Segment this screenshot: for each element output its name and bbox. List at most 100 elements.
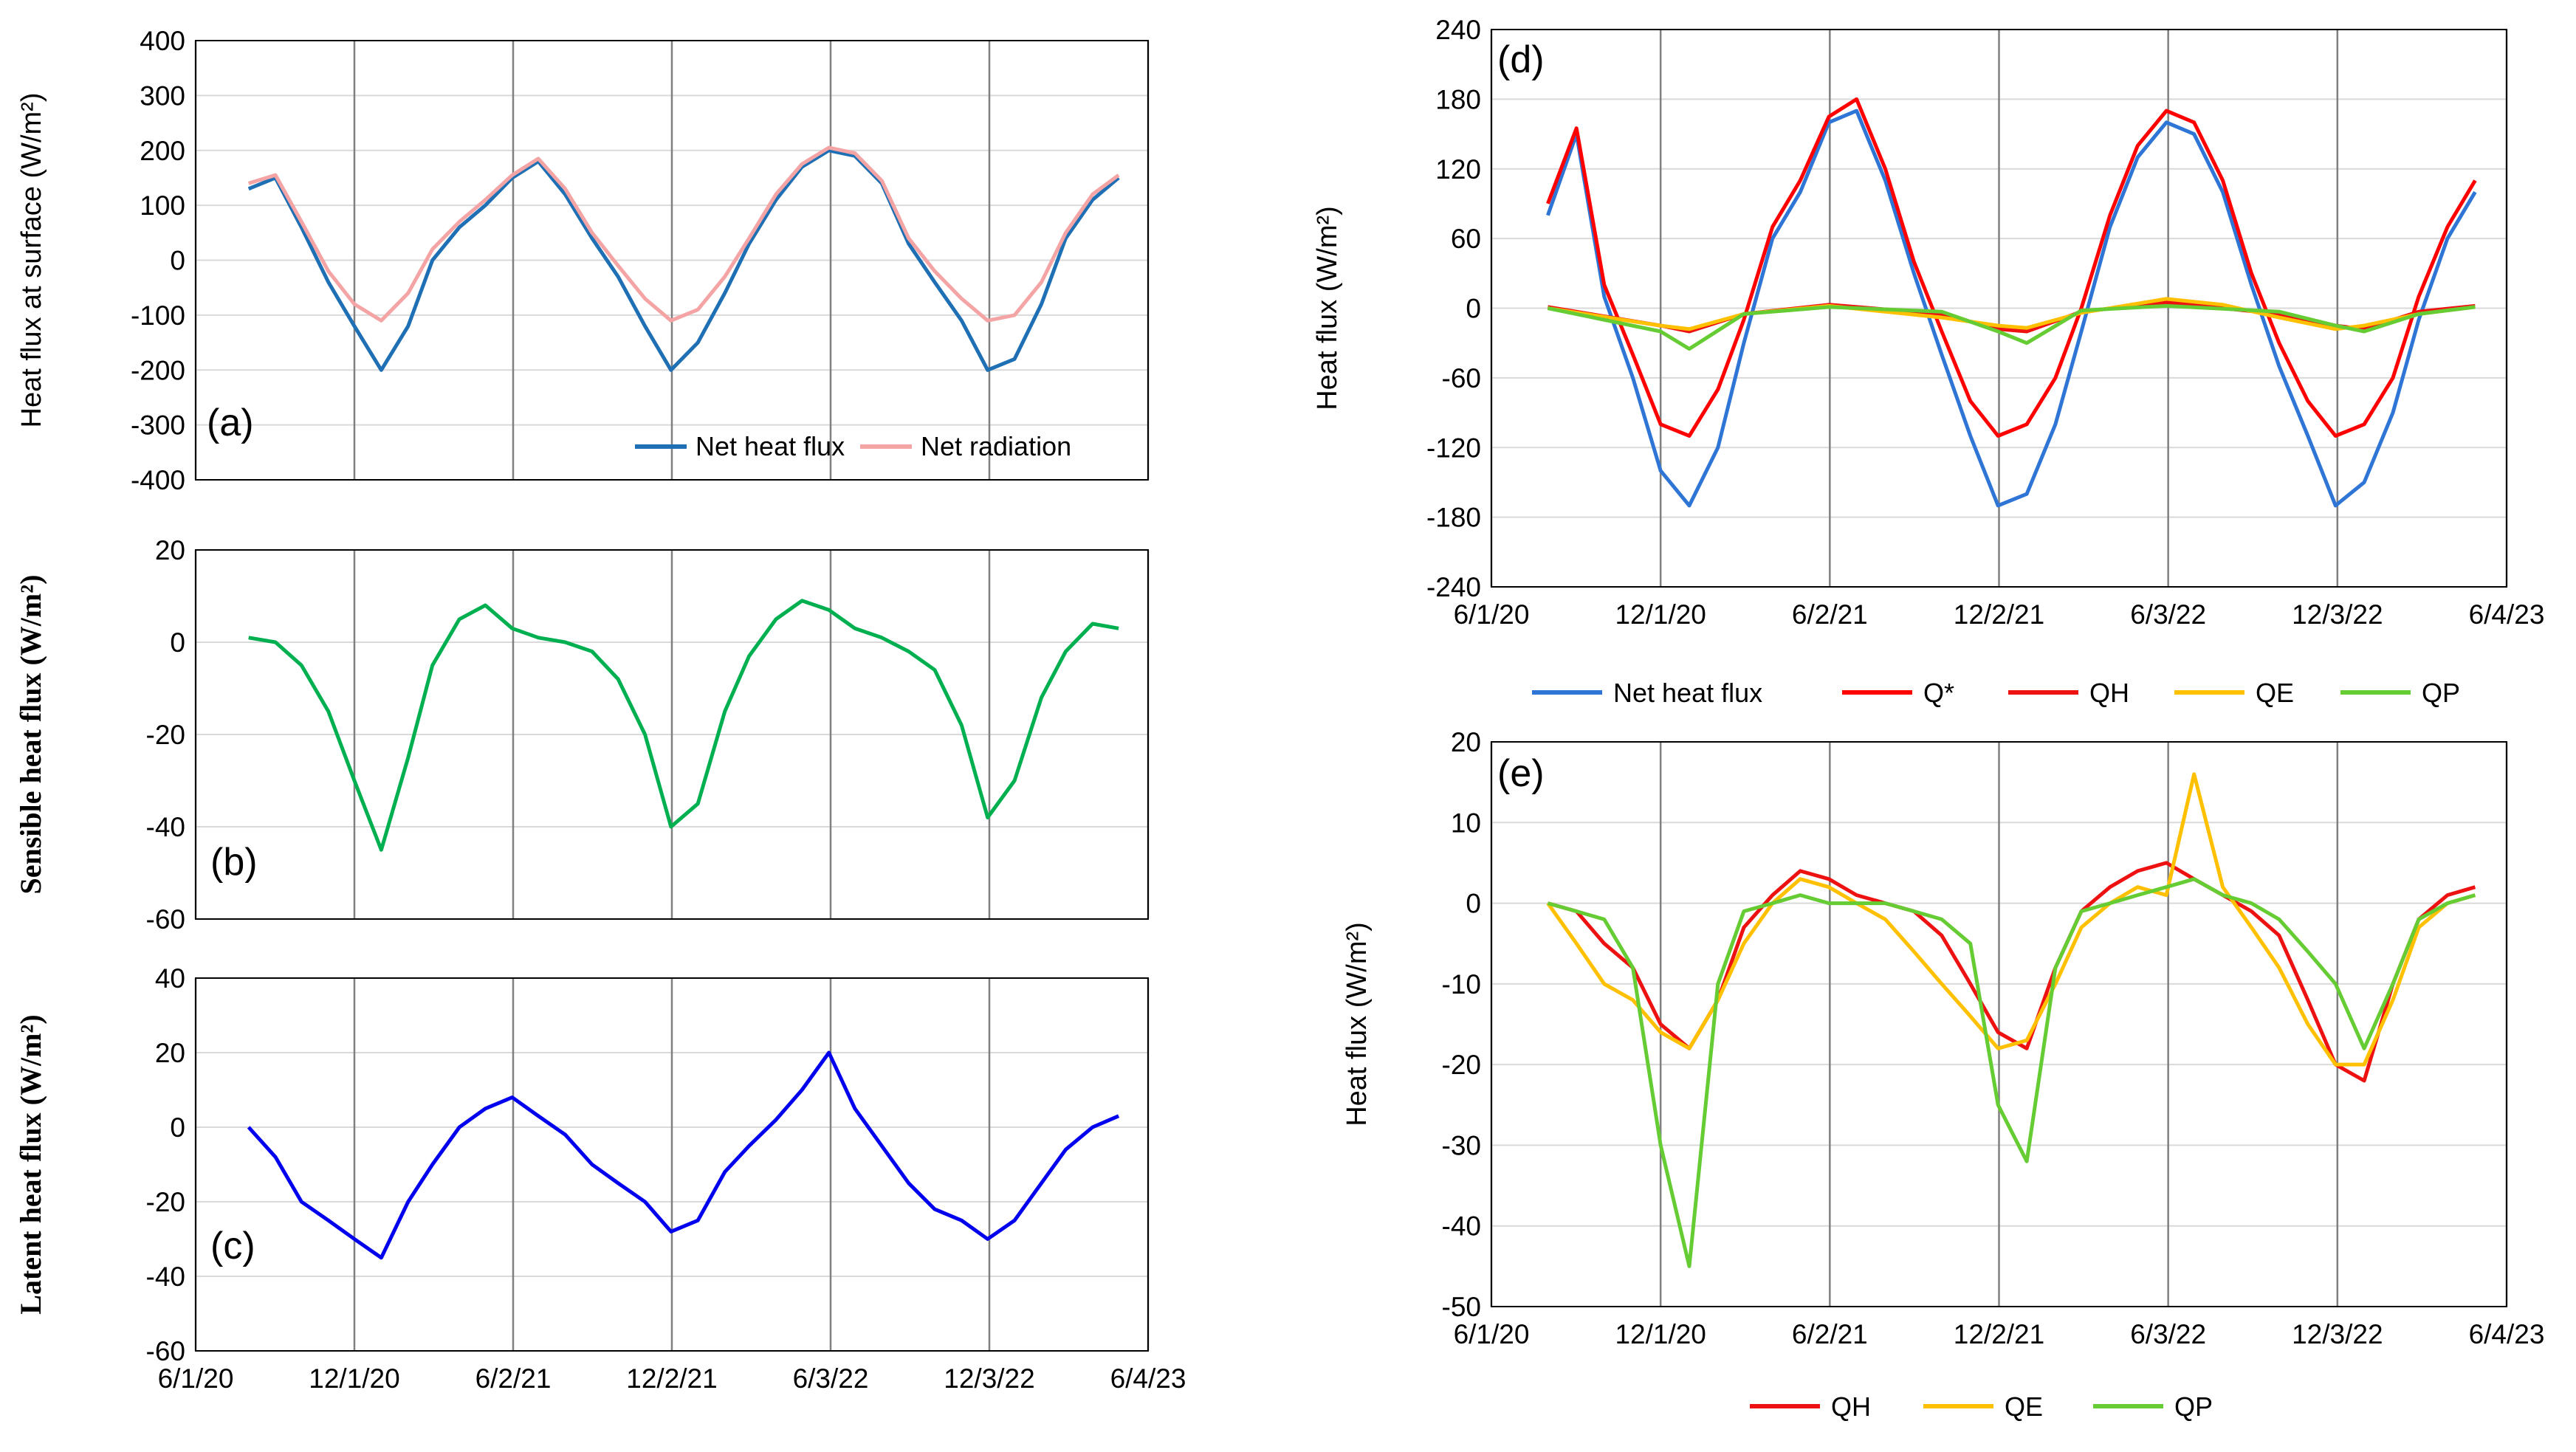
panel-e: 20 10 0 -10 -20 -30 -40 -506/1/20 12/1/20 6/2/21 1… (1342, 727, 2544, 1349)
x-tick-label: 6/1/20 (1454, 599, 1530, 630)
y-tick-label: 0 (170, 246, 185, 276)
y-tick-label: 40 (155, 963, 185, 994)
y-tick-label: -180 (1426, 503, 1481, 533)
y-tick-label: -50 (1442, 1292, 1481, 1322)
legend-label: QH (2089, 678, 2129, 708)
y-tick-label: -20 (146, 1187, 185, 1217)
x-tick-label: 12/2/21 (626, 1363, 717, 1394)
x-tick-label: 12/1/20 (1615, 599, 1706, 630)
x-tick-label: 12/1/20 (1615, 1319, 1706, 1349)
series-line-sensible-heat-flux (248, 599, 1119, 852)
panel-label: (d) (1497, 38, 1545, 81)
y-tick-label: -40 (146, 1262, 185, 1292)
y-tick-label: -60 (146, 904, 185, 935)
x-tick-label: 6/4/23 (2469, 1319, 2545, 1349)
y-tick-label: -100 (131, 300, 185, 331)
y-tick-label: -400 (131, 465, 185, 495)
plot-frame (195, 549, 1149, 920)
y-axis-label: Heat flux (W/m²) (1342, 922, 1373, 1126)
x-tick-label: 12/3/22 (944, 1363, 1034, 1394)
series-line-qe (1546, 772, 2476, 1067)
y-axis-label: Heat flux at surface (W/m²) (16, 93, 47, 428)
legend-label: Net heat flux (1613, 678, 1762, 708)
legend-label: Net heat flux (695, 431, 845, 461)
y-tick-label: -300 (131, 410, 185, 441)
plot-frame (1491, 741, 2507, 1307)
legend-label: QH (1831, 1391, 1871, 1422)
legend-label: Net radiation (921, 431, 1071, 461)
x-tick-label: 12/2/21 (1954, 1319, 2044, 1349)
x-tick-label: 6/1/20 (1454, 1319, 1530, 1349)
series-line-qp (1547, 877, 2476, 1268)
series-line-q- (1546, 97, 2477, 438)
x-tick-label: 6/4/23 (2469, 599, 2545, 630)
x-tick-label: 6/2/21 (1792, 599, 1868, 630)
legend-label: Q* (1923, 678, 1954, 708)
y-tick-label: 100 (140, 190, 185, 221)
y-tick-label: -60 (146, 1336, 185, 1366)
series-line-qp (1547, 303, 2476, 351)
y-tick-label: 20 (155, 1038, 185, 1068)
x-tick-label: 6/1/20 (158, 1363, 234, 1394)
legend-label: QE (2005, 1391, 2043, 1422)
panel-c: 40 20 0 -20 -40 -606/1/20 12/1/20 6/2/21 12/2/21… (14, 963, 1186, 1394)
panel-b: 20 0 -20 -40 -60 Sensible heat flux (W/m²) (b) (14, 535, 1150, 935)
legend-d: Net heat flux Q* QH QE QP (1532, 678, 2460, 708)
y-axis-label: Latent heat flux (W/m²) (14, 1014, 47, 1314)
y-tick-label: 240 (1435, 15, 1481, 45)
plot-frame (195, 40, 1149, 481)
series-line-net-heat-flux (247, 148, 1120, 372)
y-axis-label: Sensible heat flux (W/m²) (14, 574, 47, 894)
y-tick-label: -30 (1442, 1130, 1481, 1160)
y-tick-label: 200 (140, 136, 185, 166)
legend-label: QP (2422, 678, 2460, 708)
y-tick-label: -20 (146, 720, 185, 750)
y-tick-label: 0 (1466, 294, 1481, 324)
x-tick-label: 6/3/22 (2130, 1319, 2206, 1349)
x-tick-label: 12/3/22 (2292, 599, 2383, 630)
y-tick-label: 20 (155, 535, 185, 565)
x-tick-label: 6/2/21 (1792, 1319, 1868, 1349)
panel-label: (e) (1497, 752, 1545, 795)
y-tick-label: 300 (140, 80, 185, 111)
y-axis-label: Heat flux (W/m²) (1312, 206, 1343, 410)
x-tick-label: 12/3/22 (2292, 1319, 2383, 1349)
y-tick-label: -60 (1442, 363, 1481, 393)
y-tick-label: -10 (1442, 969, 1481, 999)
x-tick-label: 6/2/21 (475, 1363, 552, 1394)
y-tick-label: 120 (1435, 154, 1481, 185)
panel-label: (c) (210, 1225, 255, 1267)
y-tick-label: -240 (1426, 572, 1481, 602)
panel-label: (a) (207, 402, 254, 444)
y-tick-label: -20 (1442, 1050, 1481, 1080)
y-tick-label: 180 (1435, 84, 1481, 114)
series-line-latent-heat-flux (247, 1050, 1120, 1260)
legend-label: QP (2174, 1391, 2213, 1422)
y-tick-label: -200 (131, 355, 185, 385)
y-tick-label: 400 (140, 26, 185, 56)
y-tick-label: 0 (170, 1112, 185, 1143)
plot-frame (1491, 29, 2507, 588)
x-tick-label: 6/4/23 (1110, 1363, 1186, 1394)
panel-label: (b) (210, 841, 258, 884)
y-tick-label: 10 (1451, 808, 1481, 838)
x-tick-label: 12/2/21 (1954, 599, 2044, 630)
panel-a: 400 300 200 100 0 -100 -200 -300 -400 Heat flux a… (16, 26, 1150, 495)
x-tick-label: 6/3/22 (2130, 599, 2206, 630)
y-tick-label: 60 (1451, 224, 1481, 254)
x-tick-label: 6/3/22 (793, 1363, 869, 1394)
x-tick-label: 12/1/20 (309, 1363, 399, 1394)
legend-label: QE (2256, 678, 2294, 708)
y-tick-label: -120 (1426, 433, 1481, 463)
y-tick-label: 20 (1451, 727, 1481, 757)
series-line-net-radiation (247, 145, 1120, 323)
y-tick-label: 0 (170, 627, 185, 658)
y-tick-label: -40 (1442, 1211, 1481, 1242)
y-tick-label: 0 (1466, 889, 1481, 919)
plot-frame (195, 977, 1149, 1352)
y-tick-label: -40 (146, 812, 185, 842)
